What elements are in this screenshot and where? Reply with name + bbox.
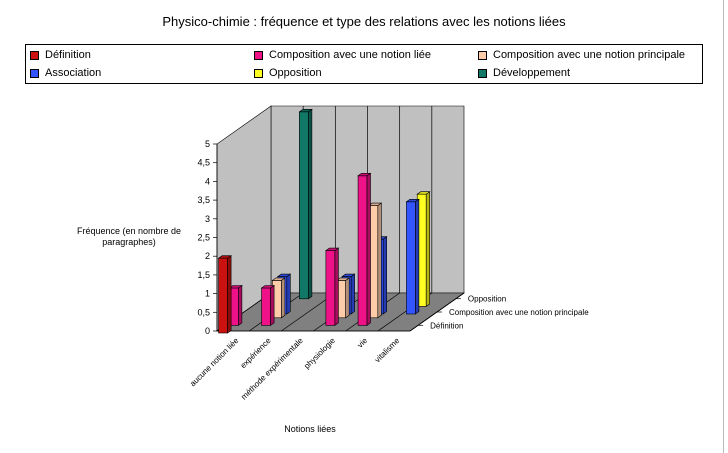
legend-item-opposition: Opposition: [254, 67, 322, 79]
bar-top: [341, 273, 356, 277]
bar: [261, 287, 271, 326]
legend-label: Définition: [45, 49, 91, 61]
bar-side: [227, 255, 232, 334]
legend-label: Développement: [493, 67, 571, 79]
bar: [357, 175, 368, 326]
bar-side: [238, 284, 243, 326]
y-tick-label: 1,5: [197, 270, 210, 280]
bar-side: [415, 198, 420, 315]
bar-side: [286, 273, 291, 315]
legend-label: Opposition: [269, 67, 322, 79]
bar-top: [217, 255, 233, 259]
bar-side: [425, 191, 431, 307]
bar-side: [308, 108, 313, 300]
x-tick-label: aucune notion liée: [188, 336, 241, 389]
bar-side: [382, 236, 388, 315]
bar: [406, 201, 416, 315]
legend-item-developpement: Développement: [478, 67, 570, 79]
x-tick-label: vitalisme: [373, 336, 402, 365]
legend-item-association: Association: [30, 67, 101, 79]
depth-tick-label: Opposition: [468, 295, 506, 304]
depth-tick-label: Définition: [430, 321, 463, 330]
chart-title: Physico-chimie : fréquence et type des r…: [162, 14, 566, 29]
y-tick-label: 4,5: [197, 158, 210, 168]
legend-swatch: [30, 68, 39, 78]
x-axis-label: Notions liées: [284, 424, 336, 434]
bar-side: [281, 277, 286, 319]
y-tick-label: 4: [205, 176, 210, 186]
legend: Définition Composition avec une notion l…: [25, 44, 703, 84]
bar-side: [366, 172, 371, 326]
bar-top: [271, 277, 286, 281]
bar-side: [350, 273, 355, 315]
y-tick-label: 5: [205, 139, 210, 149]
y-axis-label: Fréquence (en nombre de paragraphes): [76, 226, 182, 247]
legend-swatch: [254, 50, 263, 60]
bar-side: [334, 247, 339, 326]
y-tick-label: 1: [205, 289, 210, 299]
legend-swatch: [30, 50, 39, 60]
frame-edge: [723, 0, 724, 453]
legend-swatch: [478, 68, 487, 78]
bar-top: [367, 202, 383, 206]
x-tick-label: physiologie: [302, 336, 337, 371]
y-tick-label: 2,5: [197, 233, 210, 243]
y-tick-label: 3,5: [197, 195, 210, 205]
y-tick-label: 0: [205, 326, 210, 336]
bar: [299, 111, 309, 300]
bar: [325, 250, 336, 326]
legend-label: Association: [45, 67, 102, 79]
bar-top: [324, 247, 340, 251]
x-tick-label: vie: [356, 336, 370, 350]
bar-top: [335, 277, 351, 281]
bar-top: [228, 285, 243, 289]
bar-top: [405, 199, 420, 203]
bar-side: [345, 277, 350, 319]
bar-top: [298, 109, 313, 113]
legend-swatch: [478, 50, 487, 60]
legend-item-definition: Définition: [30, 49, 91, 61]
x-tick-label: expérience: [239, 336, 273, 370]
legend-item-composition-liee: Composition avec une notion liée: [254, 49, 431, 61]
bar-side: [270, 284, 275, 326]
bar-top: [416, 191, 431, 195]
x-tick-label: méthode expérimentale: [239, 336, 305, 402]
bar-top: [357, 173, 372, 177]
legend-label: Composition avec une notion liée: [269, 49, 432, 61]
y-tick-label: 2: [205, 251, 210, 261]
legend-label: Composition avec une notion principale: [493, 49, 686, 61]
legend-item-composition-principale: Composition avec une notion principale: [478, 49, 685, 61]
y-tick-label: 3: [205, 214, 210, 224]
bar-top: [276, 273, 292, 277]
bar: [218, 257, 228, 334]
bar-top: [260, 285, 276, 289]
legend-swatch: [254, 68, 263, 78]
depth-tick-label: Composition avec une notion principale: [449, 308, 589, 317]
y-tick-label: 0,5: [197, 307, 210, 317]
bar-side: [377, 202, 382, 319]
